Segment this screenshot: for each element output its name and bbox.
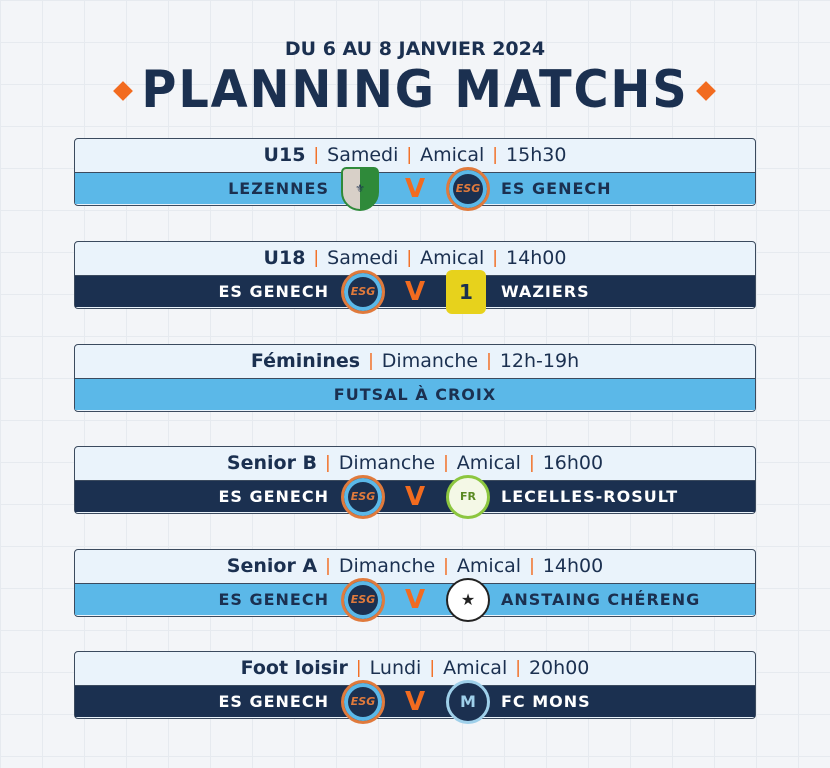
match-card: Senior B | Dimanche | Amical | 16h00 ES GENECH… xyxy=(74,446,756,519)
date-range: DU 6 AU 8 JANVIER 2024 xyxy=(284,38,546,60)
separator: | xyxy=(325,453,331,473)
separator: | xyxy=(325,556,331,576)
lecelles-crest-icon: FR xyxy=(446,475,490,519)
versus-label: V xyxy=(405,585,426,615)
match-detail: Samedi xyxy=(327,247,399,269)
home-team: ES GENECH xyxy=(218,590,329,609)
match-detail: Amical xyxy=(420,247,485,269)
away-team: LECELLES-ROSULT xyxy=(501,487,679,506)
separator: | xyxy=(443,556,449,576)
esg-crest-icon: ESG xyxy=(341,578,385,622)
separator: | xyxy=(429,658,436,678)
match-detail: Dimanche xyxy=(381,350,479,372)
waziers-jersey-icon: 1 xyxy=(446,270,486,314)
teams-bar: LEZENNES ⚜ V ESG ES GENECH xyxy=(75,167,755,211)
match-header: Senior A | Dimanche | Amical | 14h00 xyxy=(75,550,755,583)
home-team: ES GENECH xyxy=(218,487,329,506)
home-team: LEZENNES xyxy=(228,179,329,198)
match-header: Féminines | Dimanche | 12h-19h xyxy=(75,345,755,378)
match-detail: Amical xyxy=(420,144,485,166)
match-detail: Dimanche xyxy=(338,555,436,577)
separator: | xyxy=(313,145,320,165)
away-team: WAZIERS xyxy=(501,282,590,301)
match-card: Féminines | Dimanche | 12h-19h FUTSAL À CROI… xyxy=(74,344,756,412)
esg-crest-icon: ESG xyxy=(341,270,385,314)
match-detail: 14h00 xyxy=(506,247,567,269)
separator: | xyxy=(443,453,449,473)
separator: | xyxy=(515,658,521,678)
away-team: FC MONS xyxy=(501,692,591,711)
fc-mons-crest-icon: M xyxy=(446,680,490,724)
esg-crest-icon: ESG xyxy=(446,167,490,211)
match-detail: 16h00 xyxy=(542,452,604,474)
match-card: Senior A | Dimanche | Amical | 14h00 ES GENECH… xyxy=(74,549,756,622)
separator: | xyxy=(406,248,413,268)
separator: | xyxy=(368,351,374,371)
anstaing-crest-icon: ★ xyxy=(446,578,490,622)
separator: | xyxy=(406,145,413,165)
teams-bar: ES GENECH ESG V ★ ANSTAING CHÉRENG xyxy=(75,578,755,622)
match-category: Senior B xyxy=(226,452,318,474)
match-category: Senior A xyxy=(226,555,318,577)
esg-crest-icon: ESG xyxy=(341,475,385,519)
separator: | xyxy=(529,556,535,576)
lezennes-crest-icon: ⚜ xyxy=(341,167,379,211)
separator: | xyxy=(313,248,320,268)
teams-bar: FUTSAL À CROIX xyxy=(75,378,755,410)
match-header: U18 | Samedi | Amical | 14h00 xyxy=(75,242,755,275)
match-detail: Dimanche xyxy=(338,452,436,474)
match-detail: 14h00 xyxy=(542,555,604,577)
esg-crest-icon: ESG xyxy=(341,680,385,724)
match-category: Féminines xyxy=(250,350,361,372)
match-detail: 20h00 xyxy=(528,657,590,679)
separator: | xyxy=(492,145,499,165)
match-venue: FUTSAL À CROIX xyxy=(333,385,497,404)
match-category: U18 xyxy=(263,247,306,269)
match-detail: Samedi xyxy=(327,144,399,166)
home-team: ES GENECH xyxy=(218,282,329,301)
away-team: ES GENECH xyxy=(501,179,612,198)
match-card: Foot loisir | Lundi | Amical | 20h00 ES GENECH… xyxy=(74,651,756,724)
home-team: ES GENECH xyxy=(218,692,329,711)
match-header: Foot loisir | Lundi | Amical | 20h00 xyxy=(75,652,755,685)
match-detail: Amical xyxy=(443,657,508,679)
match-detail: Amical xyxy=(456,555,522,577)
match-card: U15 | Samedi | Amical | 15h30 LEZENNES ⚜ V ESG… xyxy=(74,138,756,211)
versus-label: V xyxy=(405,277,426,307)
versus-label: V xyxy=(405,174,426,204)
match-detail: 15h30 xyxy=(506,144,567,166)
separator: | xyxy=(492,248,499,268)
teams-bar: ES GENECH ESG V 1 WAZIERS xyxy=(75,270,755,314)
match-category: U15 xyxy=(263,144,306,166)
versus-label: V xyxy=(405,482,426,512)
versus-label: V xyxy=(405,687,426,717)
match-detail: Amical xyxy=(456,452,521,474)
match-header: U15 | Samedi | Amical | 15h30 xyxy=(75,139,755,172)
away-team: ANSTAING CHÉRENG xyxy=(501,590,701,609)
match-category: Foot loisir xyxy=(240,657,348,679)
separator: | xyxy=(355,658,362,678)
page-title: PLANNING MATCHS xyxy=(141,60,689,120)
teams-bar: ES GENECH ESG V M FC MONS xyxy=(75,680,755,724)
match-detail: 12h-19h xyxy=(499,350,580,372)
separator: | xyxy=(528,453,535,473)
match-card: U18 | Samedi | Amical | 14h00 ES GENECH ESG V … xyxy=(74,241,756,314)
match-detail: Lundi xyxy=(369,657,422,679)
teams-bar: ES GENECH ESG V FR LECELLES-ROSULT xyxy=(75,475,755,519)
match-header: Senior B | Dimanche | Amical | 16h00 xyxy=(75,447,755,480)
separator: | xyxy=(486,351,492,371)
